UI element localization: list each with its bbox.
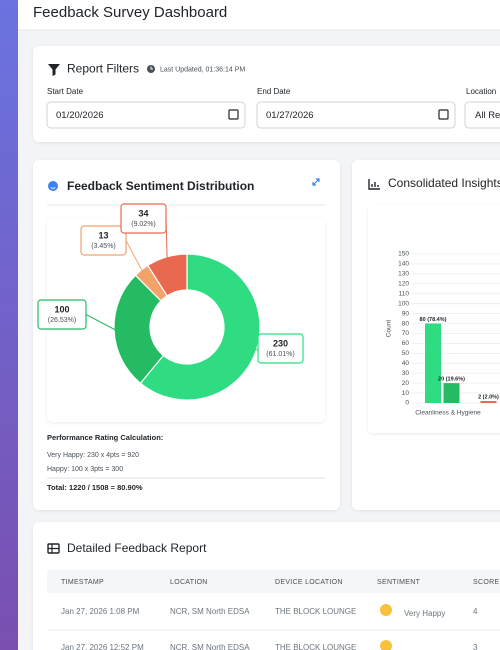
bar-value-label: 80 (78.4%) (420, 317, 447, 323)
y-tick-label: 70 (402, 330, 410, 337)
donut-slice (113, 274, 165, 385)
smile-mouth (50, 186, 56, 189)
callout-share: (3.45%) (91, 243, 116, 250)
cell-device: THE BLOCK LOUNGE (275, 607, 356, 616)
location-select[interactable] (464, 101, 500, 129)
bar-panel (368, 205, 500, 433)
filter-icon (48, 64, 60, 76)
location-value: All Re (475, 110, 500, 121)
y-tick-label: 10 (402, 390, 410, 397)
callout-share: (9.02%) (131, 221, 156, 228)
column-header: LOCATION (170, 579, 208, 586)
table-icon-lines (48, 544, 59, 553)
sentiment-emoji (380, 640, 392, 650)
y-tick-label: 90 (402, 310, 410, 317)
callout-leader (85, 314, 117, 331)
cell-timestamp: Jan 27, 2026 1:08 PM (61, 607, 140, 616)
cell-location: NCR, SM North EDSA (170, 607, 250, 616)
calendar-icon[interactable] (438, 109, 449, 120)
callout-box (120, 203, 167, 234)
start-date-input[interactable] (46, 101, 246, 129)
callout-share: (26.53%) (48, 317, 76, 324)
y-tick-label: 40 (402, 360, 410, 367)
x-tick-label: Cleanliness & Hygiene (415, 410, 481, 417)
callout-value: 13 (98, 230, 108, 240)
bar (425, 323, 441, 403)
cell-sentiment: Very Happy (404, 609, 445, 618)
y-tick-label: 110 (399, 290, 410, 297)
donut-panel (47, 218, 325, 422)
y-tick-label: 100 (398, 300, 409, 307)
y-tick-label: 120 (398, 281, 409, 288)
callout-value: 230 (273, 338, 288, 348)
callout-box (37, 299, 87, 330)
page-title: Feedback Survey Dashboard (33, 4, 227, 21)
end-date-value: 01/27/2026 (266, 110, 314, 121)
cell-location: NCR, SM North EDSA (170, 643, 250, 650)
report-title: Detailed Feedback Report (67, 541, 207, 555)
donut-slice (146, 253, 188, 297)
expand-icon[interactable] (312, 178, 320, 186)
y-tick-label: 0 (405, 400, 409, 407)
bar-chart: 0 10 20 30 40 50 60 70 80 90 100 110 120 130 140 150 Cou… (386, 251, 500, 417)
calc-line: Very Happy: 230 x 4pts = 920 (47, 452, 139, 459)
clock-hand (150, 66, 153, 70)
insights-title: Consolidated Insights (388, 176, 500, 190)
column-header: SCORE (473, 579, 499, 586)
y-tick-label: 30 (402, 370, 410, 377)
bar-value-label: 2 (2.0%) (478, 394, 499, 400)
callout-share: (61.01%) (266, 351, 294, 358)
feedback-table: TIMESTAMP LOCATION DEVICE LOCATION SENTIMEN… (47, 579, 500, 650)
donut-chart: 230 (61.01%) 100 (26.53%) 13 (3.45%) 34 (9.02%) (37, 203, 304, 401)
end-date-input[interactable] (256, 101, 456, 129)
top-bar (18, 0, 500, 30)
callout-leader (125, 240, 144, 272)
calc-title: Performance Rating Calculation: (47, 433, 163, 442)
calc-total: Total: 1220 / 1508 = 80.90% (47, 483, 143, 492)
calendar-icon[interactable] (228, 109, 239, 120)
start-date-value: 01/20/2026 (56, 110, 104, 121)
y-tick-label: 140 (398, 261, 409, 268)
y-tick-label: 150 (398, 251, 409, 258)
y-tick-label: 60 (402, 340, 410, 347)
table-header (47, 570, 500, 593)
y-tick-label: 20 (402, 380, 410, 387)
column-header: DEVICE LOCATION (275, 579, 343, 586)
callout-box (257, 333, 304, 364)
sentiment-title: Feedback Sentiment Distribution (67, 179, 254, 193)
sidebar (0, 0, 18, 650)
bar (480, 401, 497, 403)
field-label: Location (466, 87, 496, 96)
y-tick-label: 80 (402, 320, 410, 327)
cell-timestamp: Jan 27, 2026 12:52 PM (61, 643, 144, 650)
chart-icon (368, 179, 380, 190)
callout-value: 100 (54, 304, 69, 314)
calc-line: Happy: 100 x 3pts = 300 (47, 466, 123, 473)
donut-slice (139, 253, 261, 401)
callout-leader (253, 348, 259, 352)
cell-score: 3 (473, 643, 478, 650)
field-label: End Date (257, 87, 291, 96)
last-updated: Last Updated, 01:36:14 PM (160, 66, 245, 73)
sentiment-emoji (380, 604, 392, 616)
bar-value-label: 20 (19.6%) (438, 377, 465, 383)
column-header: TIMESTAMP (61, 579, 104, 586)
smile-icon (48, 181, 58, 191)
y-axis-label: Count (386, 320, 393, 338)
callout-box (80, 225, 127, 256)
column-header: SENTIMENT (377, 579, 421, 586)
filters-title: Report Filters (67, 62, 139, 76)
y-tick-label: 50 (402, 350, 410, 357)
field-label: Start Date (47, 87, 84, 96)
bar (443, 383, 460, 403)
cell-score: 4 (473, 607, 478, 616)
y-tick-label: 130 (398, 271, 409, 278)
cell-device: THE BLOCK LOUNGE (275, 643, 356, 650)
callout-value: 34 (138, 208, 148, 218)
